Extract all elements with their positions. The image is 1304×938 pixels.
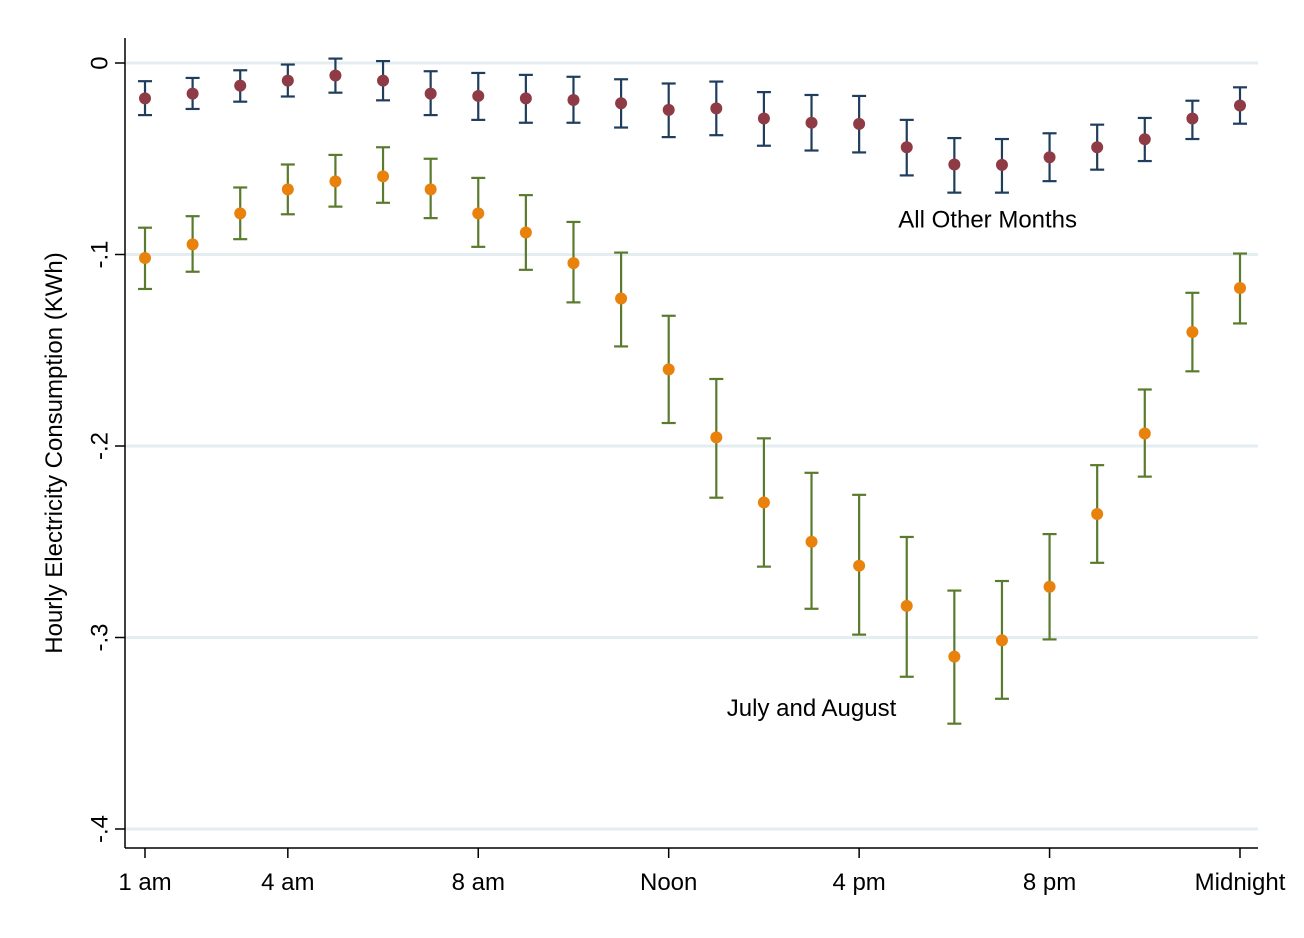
data-point [710,431,723,444]
y-tick-label: 0 [87,56,114,69]
data-point [757,496,770,509]
data-point [1186,112,1199,125]
x-tick-label: 8 pm [1023,869,1076,896]
data-point [472,207,485,220]
x-tick-label: Noon [640,869,697,896]
y-axis-title: Hourly Electricity Consumption (KWh) [41,252,68,653]
x-tick-label: 1 am [118,869,171,896]
data-point [805,535,818,548]
data-point [662,103,675,116]
data-point [615,292,628,305]
x-tick-label: 4 pm [832,869,885,896]
data-point [186,87,199,100]
data-point [948,158,961,171]
data-point [615,97,628,110]
data-point [900,141,913,154]
data-point [281,183,294,196]
data-point [567,257,580,270]
data-point [1186,326,1199,339]
x-tick-label: Midnight [1195,869,1286,896]
y-tick-label: -.2 [87,432,114,460]
x-tick-label: 8 am [452,869,505,896]
data-point [329,69,342,82]
data-point [139,92,151,105]
data-point [900,599,913,612]
data-point [1091,141,1104,154]
data-point [1138,133,1151,146]
data-point [424,87,437,100]
series-annotation: July and August [727,695,897,722]
data-point [519,226,532,239]
data-point [281,74,294,87]
data-point [377,74,390,87]
data-point [853,117,866,130]
data-point [805,116,818,129]
data-point [329,175,342,188]
data-point [424,183,437,196]
data-point [757,112,770,125]
data-point [139,251,151,264]
y-tick-label: -.4 [87,815,114,843]
data-point [234,207,247,220]
data-point [948,650,961,663]
data-point [1234,282,1246,295]
data-point [853,559,866,572]
x-tick-label: 4 am [261,869,314,896]
data-point [1043,580,1056,593]
data-point [1043,151,1056,164]
data-point [1091,507,1104,520]
data-point [710,102,723,115]
y-tick-label: -.1 [87,240,114,268]
data-point [1138,427,1151,440]
data-point [995,634,1008,647]
data-point [472,89,485,102]
data-point [234,79,247,92]
data-point [1234,99,1246,112]
data-point [995,158,1008,171]
data-point [377,170,390,183]
series-annotation: All Other Months [898,207,1077,234]
data-point [186,238,199,251]
data-point [519,92,532,105]
data-point [567,93,580,106]
data-point [662,363,675,376]
y-tick-label: -.3 [87,623,114,651]
